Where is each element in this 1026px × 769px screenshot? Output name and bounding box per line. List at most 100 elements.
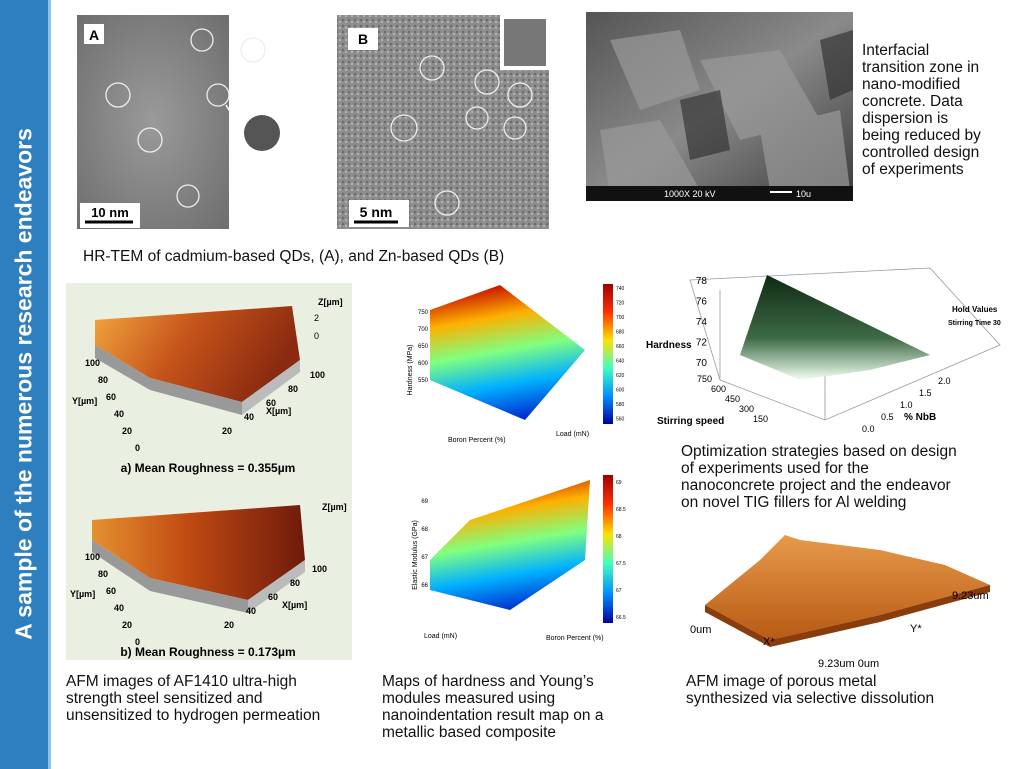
caption-line: of experiments	[862, 161, 964, 178]
tem-caption: HR-TEM of cadmium-based QDs, (A), and Zn…	[83, 248, 504, 265]
modulus-surface	[430, 480, 590, 610]
figure-label: Y[µm]	[70, 589, 95, 599]
figure-label: 5 nm	[360, 204, 393, 220]
sidebar: A sample of the numerous research endeav…	[0, 0, 51, 769]
tick-label: 72	[696, 338, 708, 349]
figure-label: X[µm]	[282, 600, 307, 610]
caption-line: modules measured using	[382, 690, 556, 707]
tick-label: 680	[616, 330, 625, 336]
figure-label: Boron Percent (%)	[546, 635, 604, 642]
tick-label: 1.0	[900, 400, 913, 410]
tick-label: 750	[697, 374, 712, 384]
caption-line: concrete. Data	[862, 93, 963, 110]
figure-label: Boron Percent (%)	[448, 437, 506, 444]
tick-label: 74	[696, 317, 708, 328]
figure-label: B	[358, 31, 368, 47]
modulus-colorbar	[603, 475, 613, 623]
afm-caption: AFM images of AF1410 ultra-high strength …	[66, 673, 320, 724]
tick-label: 660	[616, 344, 625, 350]
hardness-colorbar	[603, 284, 613, 424]
tick-label: 300	[739, 404, 754, 414]
tick-label: 69	[616, 480, 622, 486]
figure-label: 1000X 20 kV	[664, 189, 716, 199]
caption-line: being reduced by	[862, 127, 981, 144]
tick-label: 700	[418, 327, 429, 333]
caption-line: Maps of hardness and Young’s	[382, 673, 594, 690]
tick-label: 100	[85, 358, 100, 368]
tick-label: 700	[616, 315, 625, 321]
tick-label: 68	[616, 534, 622, 540]
figure-label: Hardness	[646, 340, 692, 351]
caption-line: AFM image of porous metal	[686, 673, 877, 690]
tick-label: 560	[616, 417, 625, 423]
caption-line: on novel TIG fillers for Al welding	[681, 494, 907, 511]
porous-caption: AFM image of porous metal synthesized via…	[686, 673, 934, 707]
tick-label: 720	[616, 301, 625, 307]
tick-label: 650	[418, 344, 429, 350]
caption-line: dispersion is	[862, 110, 949, 127]
tick-label: 76	[696, 297, 708, 308]
tick-label: 60	[106, 586, 116, 596]
tick-label: 20	[122, 620, 132, 630]
figure-label: Load (mN)	[424, 633, 457, 640]
tick-label: 80	[98, 375, 108, 385]
caption-line: strength steel sensitized and	[66, 690, 263, 707]
figure-label: 0um	[690, 624, 711, 636]
porous-surface	[705, 535, 990, 640]
tick-label: 0	[135, 443, 140, 453]
figure-label: Y[µm]	[72, 396, 97, 406]
figure-label: Z[µm]	[322, 502, 347, 512]
figure-label: 10u	[796, 189, 811, 199]
tick-label: 60	[266, 398, 276, 408]
tick-label: 150	[753, 414, 768, 424]
figure-label: 9.23um 0um	[818, 658, 879, 670]
tick-label: 67	[616, 588, 622, 594]
tick-label: 68.5	[616, 507, 626, 513]
tick-label: 40	[246, 606, 256, 616]
tick-label: 600	[711, 384, 726, 394]
tick-label: 0	[135, 637, 140, 647]
figure-label: Z[µm]	[318, 297, 343, 307]
caption-line: unsensitized to hydrogen permeation	[66, 707, 321, 724]
tick-label: 100	[85, 552, 100, 562]
tick-label: 80	[290, 578, 300, 588]
tick-label: 600	[418, 361, 429, 367]
tick-label: 69	[421, 499, 428, 505]
tick-label: 66	[421, 583, 428, 589]
tick-label: 68	[421, 527, 428, 533]
caption-line: synthesized via selective dissolution	[686, 690, 935, 707]
maps-caption: Maps of hardness and Young’s modules meas…	[382, 673, 603, 741]
caption-line: Optimization strategies based on design	[681, 443, 957, 460]
caption-line: controlled design	[862, 144, 980, 161]
tick-label: 70	[696, 358, 708, 369]
response-surface	[740, 275, 930, 380]
figure-label: Hardness (MPa)	[407, 345, 414, 396]
tick-label: 40	[114, 409, 124, 419]
tick-label: 66.5	[616, 615, 626, 621]
tick-label: 80	[288, 384, 298, 394]
tick-label: 78	[696, 276, 708, 287]
figure-label: Elastic Modulus (GPa)	[412, 520, 419, 590]
tick-label: 40	[244, 412, 254, 422]
caption-line: Interfacial	[862, 42, 930, 59]
tick-label: 80	[98, 569, 108, 579]
tick-label: 60	[268, 592, 278, 602]
tick-label: 20	[122, 426, 132, 436]
figure-label: Stirring speed	[657, 416, 724, 427]
tem-image-a	[77, 15, 229, 229]
figure-label: a) Mean Roughness = 0.355µm	[121, 461, 296, 475]
tick-label: 67	[421, 555, 428, 561]
tick-label: 620	[616, 373, 625, 379]
tick-label: 580	[616, 402, 625, 408]
tick-label: 2.0	[938, 376, 951, 386]
figure-label: X*	[763, 636, 775, 648]
caption-line: nanoconcrete project and the endeavor	[681, 477, 951, 494]
figure-label: 10 nm	[91, 205, 129, 220]
tick-label: 100	[312, 564, 327, 574]
figure-label: 9.23um	[952, 590, 989, 602]
figure-label: Stirring Time 30	[948, 320, 1001, 327]
tick-label: 750	[418, 310, 429, 316]
tick-label: 0.5	[881, 412, 894, 422]
